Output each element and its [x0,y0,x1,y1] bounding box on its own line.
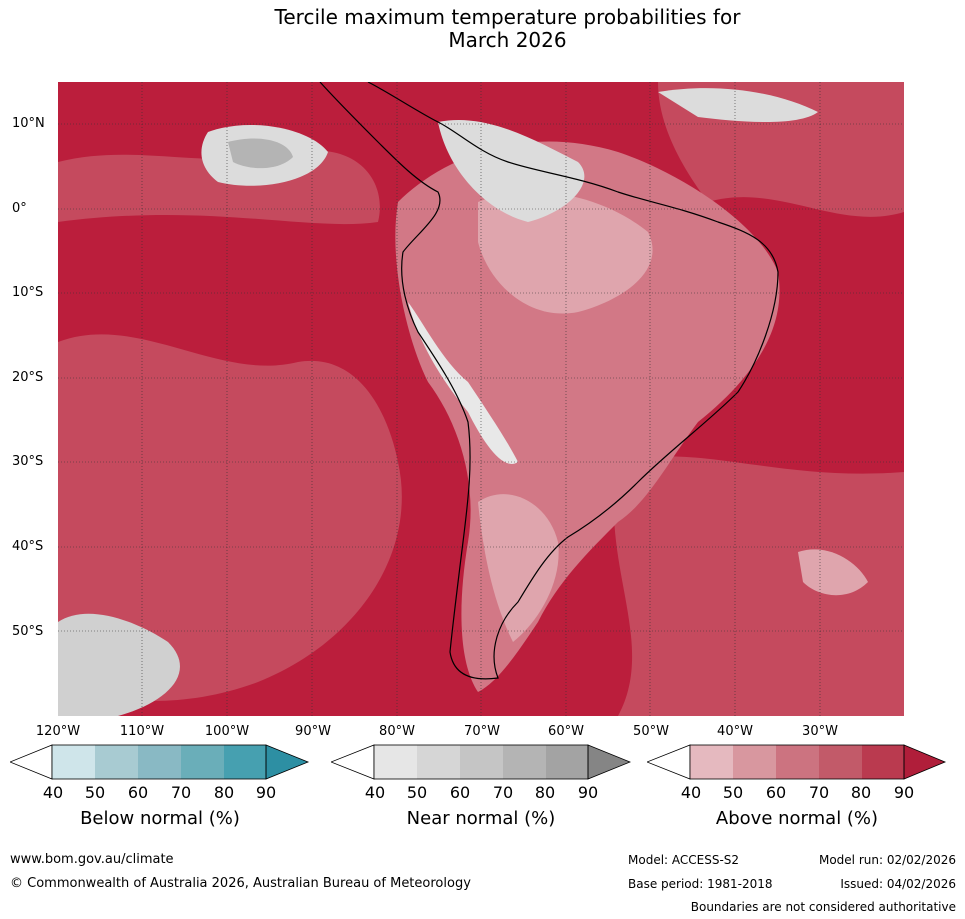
cb-tick: 70 [170,783,192,802]
lon-label: 30°W [802,724,838,739]
probability-map [58,82,904,716]
cb-tick: 50 [84,783,106,802]
lon-label: 110°W [119,724,165,739]
map-title: Tercile maximum temperature probabilitie… [0,6,965,52]
colorbar-above-normal [645,744,947,784]
footer-base-period: Base period: 1981-2018 [628,877,773,891]
region-andes [408,302,518,464]
lat-label: 30°S [12,454,44,469]
region-grey-south-pacific [58,613,180,716]
cb-swatch [903,744,947,780]
footer-model-run: Model run: 02/02/2026 [818,853,956,867]
cb-swatch [138,745,181,779]
region-argentina [478,494,559,642]
region-light-south-atlantic [798,549,868,596]
cb-swatch [417,745,460,779]
lon-label: 40°W [717,724,753,739]
cb-swatch [95,745,138,779]
cb-tick: 40 [680,783,702,802]
footer-copyright: © Commonwealth of Australia 2026, Austra… [10,876,471,891]
cb-tick: 80 [850,783,872,802]
lon-label: 60°W [548,724,584,739]
cb-swatch [587,744,632,780]
colorbar-below-normal [8,744,310,784]
lat-label: 0° [12,201,27,216]
cb-swatch [181,745,224,779]
lon-label: 100°W [204,724,250,739]
cb-swatch [733,745,776,779]
colorbar-title-below: Below normal (%) [80,808,240,829]
cb-swatch [862,745,904,779]
cb-tick: 80 [534,783,556,802]
lon-label: 70°W [464,724,500,739]
cb-tick: 50 [406,783,428,802]
cb-swatch [374,745,417,779]
region-amazon-north [478,192,653,314]
colorbar-title-near: Near normal (%) [406,808,556,829]
lon-label: 120°W [35,724,81,739]
colorbar-near-normal [329,744,632,784]
region-pacific-mid [58,334,402,701]
lat-label: 10°N [12,116,45,131]
lat-label: 20°S [12,370,44,385]
cb-swatch [503,745,546,779]
footer-disclaimer: Boundaries are not considered authoritat… [690,900,956,914]
lat-label: 40°S [12,539,44,554]
cb-tick: 40 [364,783,386,802]
cb-swatch [460,745,503,779]
cb-tick: 60 [127,783,149,802]
cb-tick: 40 [42,783,64,802]
cb-tick: 70 [492,783,514,802]
cb-tick: 60 [449,783,471,802]
cb-tick: 70 [808,783,830,802]
cb-tick: 80 [213,783,235,802]
cb-tick: 50 [722,783,744,802]
cb-swatch [690,745,733,779]
region-grey-atlantic [658,88,818,122]
cb-tick: 90 [577,783,599,802]
cb-tick: 60 [765,783,787,802]
lon-label: 80°W [379,724,415,739]
lon-label: 50°W [633,724,669,739]
cb-swatch [776,745,819,779]
footer-model: Model: ACCESS-S2 [628,853,740,867]
map-canvas [58,82,904,716]
region-atlantic-mid [613,456,904,716]
cb-swatch [52,745,95,779]
lon-label: 90°W [295,724,331,739]
title-line-2: March 2026 [448,28,567,52]
title-line-1: Tercile maximum temperature probabilitie… [274,5,741,29]
lat-label: 10°S [12,285,44,300]
graticule [58,82,904,716]
coastline [319,82,779,680]
cb-tick: 90 [255,783,277,802]
cb-swatch [819,745,862,779]
cb-swatch [546,745,588,779]
footer-issued: Issued: 04/02/2026 [840,877,956,891]
lat-label: 50°S [12,624,44,639]
region-grey-pacific-core [228,138,293,169]
cb-swatch [224,745,266,779]
cb-swatch [265,744,310,780]
cb-tick: 90 [893,783,915,802]
footer-url[interactable]: www.bom.gov.au/climate [10,852,174,867]
colorbar-title-above: Above normal (%) [715,808,879,829]
